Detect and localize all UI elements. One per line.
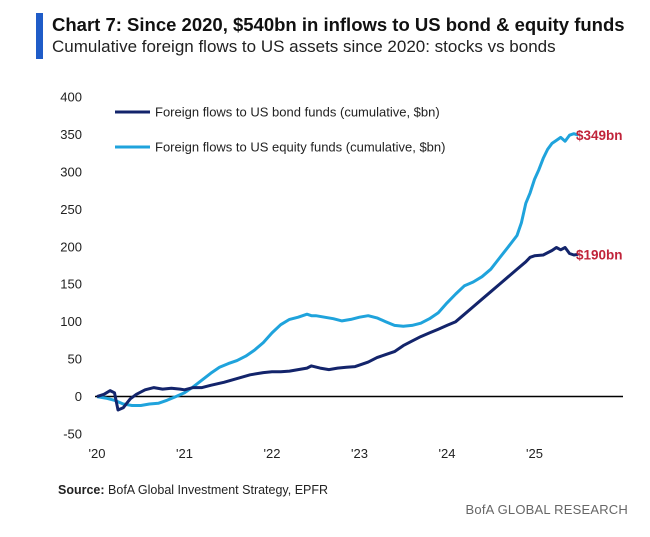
source-text: BofA Global Investment Strategy, EPFR bbox=[108, 483, 329, 497]
y-tick-label: 400 bbox=[60, 90, 82, 105]
legend-label-bond: Foreign flows to US bond funds (cumulati… bbox=[155, 105, 440, 120]
legend-label-equity: Foreign flows to US equity funds (cumula… bbox=[155, 140, 445, 155]
x-tick-label: '21 bbox=[176, 446, 193, 461]
y-axis: 400 350 300 250 200 150 100 50 0 -50 bbox=[60, 90, 82, 442]
x-tick-label: '20 bbox=[89, 446, 106, 461]
series-line-equity bbox=[96, 132, 579, 407]
y-tick-label: 300 bbox=[60, 164, 82, 179]
source-label: Source: bbox=[58, 483, 105, 497]
y-tick-label: 100 bbox=[60, 314, 82, 329]
chart-subtitle: Cumulative foreign flows to US assets si… bbox=[52, 37, 556, 56]
brand-label: BofA GLOBAL RESEARCH bbox=[465, 502, 628, 517]
chart-title: Chart 7: Since 2020, $540bn in inflows t… bbox=[52, 14, 625, 35]
x-axis: '20 '21 '22 '23 '24 '25 bbox=[89, 446, 543, 461]
legend: Foreign flows to US bond funds (cumulati… bbox=[115, 105, 445, 155]
y-tick-label: 50 bbox=[68, 352, 82, 367]
x-tick-label: '23 bbox=[351, 446, 368, 461]
title-accent-bar bbox=[36, 13, 43, 59]
x-tick-label: '24 bbox=[439, 446, 456, 461]
series-line-bond bbox=[96, 246, 579, 412]
x-tick-label: '25 bbox=[526, 446, 543, 461]
y-tick-label: 250 bbox=[60, 202, 82, 217]
source-note: Source: BofA Global Investment Strategy,… bbox=[58, 483, 328, 497]
end-label-equity: $349bn bbox=[576, 128, 623, 143]
y-tick-label: 0 bbox=[75, 389, 82, 404]
end-label-bond: $190bn bbox=[576, 247, 623, 262]
y-tick-label: 150 bbox=[60, 277, 82, 292]
y-tick-label: 350 bbox=[60, 127, 82, 142]
x-tick-label: '22 bbox=[264, 446, 281, 461]
y-tick-label: 200 bbox=[60, 239, 82, 254]
y-tick-label: -50 bbox=[63, 427, 82, 442]
